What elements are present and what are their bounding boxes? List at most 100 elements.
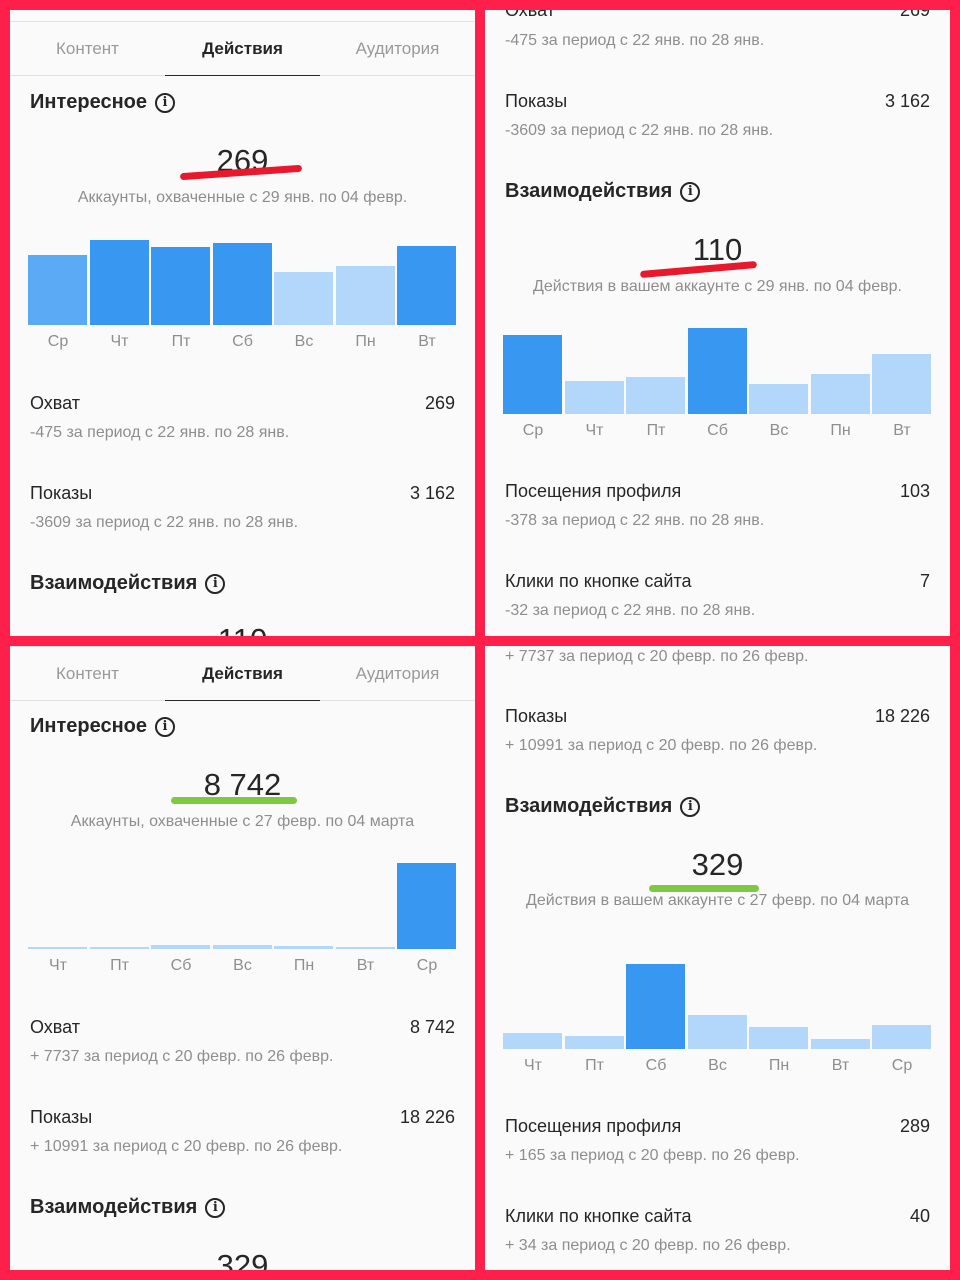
profile-visits-value: 103 — [899, 481, 930, 501]
day-label: Чт — [585, 422, 604, 439]
day-label: Ср — [416, 957, 438, 974]
tab-actions[interactable]: Действия — [165, 647, 320, 701]
interactions-title-text: Взаимодействия — [30, 1196, 198, 1218]
bar-Сб[interactable] — [626, 964, 685, 1049]
impressions-value: 3 162 — [884, 91, 930, 111]
day-label: Сб — [170, 957, 192, 974]
bar-Ср[interactable] — [872, 1025, 931, 1049]
reach-row-value: 8 742 — [409, 1017, 455, 1037]
bar-Ср[interactable] — [397, 863, 456, 949]
day-label: Вс — [294, 333, 314, 350]
tab-bar: Контент Действия Аудитория — [10, 646, 475, 701]
profile-visits-label: Посещения профиля — [505, 1116, 682, 1136]
profile-visits-change: + 165 за период с 20 февр. по 26 февр. — [505, 1147, 800, 1164]
bar-Сб[interactable] — [212, 243, 272, 325]
bar-Чт[interactable] — [503, 1033, 562, 1049]
info-icon[interactable]: i — [680, 181, 701, 202]
website-clicks-change: -32 за период с 22 янв. по 28 янв. — [505, 602, 756, 619]
bar-Пн[interactable] — [810, 374, 870, 414]
interactions-value-cut: 110 — [10, 622, 475, 636]
reach-row-value: 269 — [424, 393, 455, 413]
reach-caption: Аккаунты, охваченные с 29 янв. по 04 фев… — [77, 189, 408, 206]
bar-Вс[interactable] — [749, 384, 808, 414]
info-icon[interactable]: i — [155, 92, 175, 113]
bar-Вт[interactable] — [335, 947, 395, 949]
info-icon[interactable]: i — [205, 573, 226, 594]
day-label: Пн — [830, 422, 851, 439]
interactions-title: Взаимодействия i — [505, 795, 701, 818]
bar-Чт[interactable] — [28, 947, 87, 949]
impressions-change: -3609 за период с 22 янв. по 28 янв. — [505, 122, 774, 139]
tab-audience[interactable]: Аудитория — [355, 664, 440, 683]
tab-audience[interactable]: Аудитория — [355, 39, 440, 58]
reach-label: Охват — [30, 1017, 81, 1037]
bar-Сб[interactable] — [151, 945, 210, 949]
bar-Пн[interactable] — [335, 266, 395, 325]
bar-Вс[interactable] — [687, 1015, 747, 1049]
bar-Чт[interactable] — [564, 381, 624, 414]
day-label: Сб — [232, 333, 253, 350]
interactions-value: 329 — [691, 847, 744, 882]
impressions-value: 3 162 — [409, 483, 455, 503]
reach-value-cut: 269 — [899, 10, 930, 20]
bar-Пт[interactable] — [626, 377, 685, 414]
tab-actions[interactable]: Действия — [165, 22, 320, 76]
reach-value: 8 742 — [203, 767, 282, 802]
bar-Сб[interactable] — [687, 328, 747, 414]
day-label: Ср — [522, 422, 544, 439]
bar-Вс[interactable] — [274, 272, 333, 325]
day-label: Чт — [49, 957, 67, 974]
reach-change: + 7737 за период с 20 февр. по 26 февр. — [30, 1048, 334, 1065]
day-label: Чт — [524, 1057, 542, 1074]
reach-caption: Аккаунты, охваченные с 27 февр. по 04 ма… — [70, 813, 415, 830]
bar-Пт[interactable] — [89, 947, 149, 949]
profile-visits-value: 289 — [899, 1116, 930, 1136]
info-icon[interactable]: i — [680, 796, 701, 817]
green-underline — [171, 797, 297, 804]
day-label: Вс — [708, 1057, 727, 1074]
day-label: Ср — [47, 333, 69, 350]
tab-bar: Контент Действия Аудитория — [10, 21, 475, 76]
reach-change: -475 за период с 22 янв. по 28 янв. — [505, 32, 765, 49]
interactions-title: Взаимодействия i — [30, 572, 226, 595]
interactions-value-cut: 329 — [216, 1248, 269, 1270]
day-label: Пт — [171, 333, 191, 350]
bar-Ср[interactable] — [28, 255, 87, 325]
bar-Вт[interactable] — [872, 354, 931, 414]
day-label: Вт — [418, 333, 436, 350]
website-clicks-label: Клики по кнопке сайта — [505, 1206, 692, 1226]
bar-Вт[interactable] — [397, 246, 456, 325]
impressions-value: 18 226 — [874, 706, 930, 726]
website-clicks-value: 7 — [919, 571, 930, 591]
tab-content[interactable]: Контент — [56, 664, 119, 683]
day-label: Вт — [356, 957, 375, 974]
bar-Вт[interactable] — [810, 1039, 870, 1049]
bar-Пн[interactable] — [749, 1027, 808, 1049]
impressions-change: + 10991 за период с 20 февр. по 26 февр. — [30, 1138, 343, 1155]
day-label: Вс — [233, 957, 252, 974]
bar-Ср[interactable] — [503, 335, 562, 414]
website-clicks-change: + 34 за период с 20 февр. по 26 февр. — [505, 1237, 791, 1254]
info-icon[interactable]: i — [205, 1197, 226, 1218]
day-label: Пн — [355, 333, 376, 350]
bar-Вс[interactable] — [212, 945, 272, 949]
day-label: Чт — [110, 333, 129, 350]
bar-Пт[interactable] — [564, 1036, 624, 1049]
section-title-text: Интересное — [30, 91, 147, 113]
interactions-title-text: Взаимодействия — [505, 795, 673, 817]
day-label: Сб — [645, 1057, 667, 1074]
day-label: Пн — [768, 1057, 790, 1074]
interactions-title-text: Взаимодействия — [505, 180, 673, 202]
reach-label: Охват — [30, 393, 81, 413]
day-label: Ср — [891, 1057, 913, 1074]
insights-panel-4: + 7737 за период с 20 февр. по 26 февр. … — [485, 646, 950, 1270]
info-icon[interactable]: i — [155, 716, 175, 737]
bar-Пн[interactable] — [274, 946, 333, 949]
reach-label-cut: Охват — [505, 10, 556, 20]
website-clicks-label: Клики по кнопке сайта — [505, 571, 692, 591]
interactions-title: Взаимодействия i — [30, 1196, 226, 1219]
tab-content[interactable]: Контент — [56, 39, 119, 58]
bar-Пт[interactable] — [151, 247, 210, 325]
bar-Чт[interactable] — [89, 240, 149, 325]
impressions-label: Показы — [30, 483, 93, 503]
